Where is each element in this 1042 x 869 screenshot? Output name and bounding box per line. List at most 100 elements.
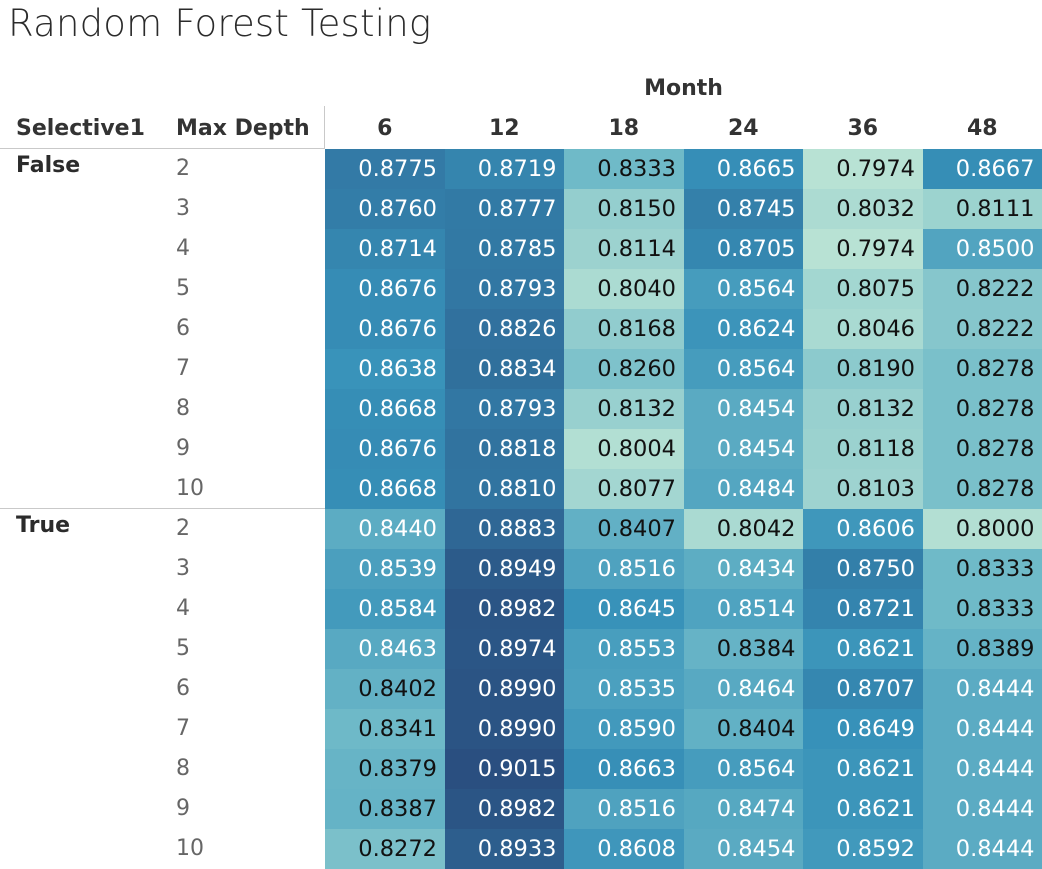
heatmap-cell[interactable]: 0.8608 bbox=[564, 829, 684, 869]
heatmap-cell[interactable]: 0.8434 bbox=[684, 549, 804, 589]
heatmap-cell[interactable]: 0.8624 bbox=[684, 309, 804, 349]
max-depth-column-header[interactable]: Max Depth bbox=[176, 116, 310, 141]
heatmap-cell[interactable]: 0.8111 bbox=[923, 189, 1042, 229]
heatmap-cell[interactable]: 0.8075 bbox=[803, 269, 923, 309]
heatmap-cell[interactable]: 0.8514 bbox=[684, 589, 804, 629]
heatmap-cell[interactable]: 0.8982 bbox=[445, 789, 565, 829]
heatmap-cell[interactable]: 0.8032 bbox=[803, 189, 923, 229]
heatmap-cell[interactable]: 0.8535 bbox=[564, 669, 684, 709]
heatmap-cell[interactable]: 0.8564 bbox=[684, 269, 804, 309]
heatmap-cell[interactable]: 0.8387 bbox=[325, 789, 445, 829]
month-column-header[interactable]: 12 bbox=[445, 116, 565, 141]
heatmap-cell[interactable]: 0.8444 bbox=[923, 749, 1042, 789]
heatmap-cell[interactable]: 0.8474 bbox=[684, 789, 804, 829]
heatmap-cell[interactable]: 0.8760 bbox=[325, 189, 445, 229]
heatmap-cell[interactable]: 0.8705 bbox=[684, 229, 804, 269]
heatmap-cell[interactable]: 0.8444 bbox=[923, 829, 1042, 869]
heatmap-cell[interactable]: 0.8042 bbox=[684, 509, 804, 549]
heatmap-cell[interactable]: 0.8454 bbox=[684, 829, 804, 869]
heatmap-cell[interactable]: 0.8150 bbox=[564, 189, 684, 229]
heatmap-cell[interactable]: 0.8793 bbox=[445, 269, 565, 309]
heatmap-cell[interactable]: 0.8333 bbox=[564, 149, 684, 189]
heatmap-cell[interactable]: 0.8668 bbox=[325, 469, 445, 509]
selective-column-header[interactable]: Selective1 bbox=[16, 116, 145, 141]
heatmap-cell[interactable]: 0.8707 bbox=[803, 669, 923, 709]
heatmap-cell[interactable]: 0.8040 bbox=[564, 269, 684, 309]
heatmap-cell[interactable]: 0.8272 bbox=[325, 829, 445, 869]
heatmap-cell[interactable]: 0.8785 bbox=[445, 229, 565, 269]
heatmap-cell[interactable]: 0.8721 bbox=[803, 589, 923, 629]
heatmap-cell[interactable]: 0.8454 bbox=[684, 429, 804, 469]
heatmap-cell[interactable]: 0.8663 bbox=[564, 749, 684, 789]
heatmap-cell[interactable]: 0.8621 bbox=[803, 629, 923, 669]
heatmap-cell[interactable]: 0.8665 bbox=[684, 149, 804, 189]
heatmap-cell[interactable]: 0.8621 bbox=[803, 789, 923, 829]
heatmap-cell[interactable]: 0.8222 bbox=[923, 309, 1042, 349]
month-column-header[interactable]: 24 bbox=[684, 116, 804, 141]
heatmap-cell[interactable]: 0.8278 bbox=[923, 429, 1042, 469]
heatmap-cell[interactable]: 0.8103 bbox=[803, 469, 923, 509]
heatmap-cell[interactable]: 0.8714 bbox=[325, 229, 445, 269]
heatmap-cell[interactable]: 0.8278 bbox=[923, 349, 1042, 389]
heatmap-cell[interactable]: 0.8539 bbox=[325, 549, 445, 589]
heatmap-cell[interactable]: 0.8077 bbox=[564, 469, 684, 509]
heatmap-cell[interactable]: 0.8990 bbox=[445, 709, 565, 749]
heatmap-cell[interactable]: 0.8810 bbox=[445, 469, 565, 509]
heatmap-cell[interactable]: 0.8564 bbox=[684, 749, 804, 789]
heatmap-cell[interactable]: 0.8168 bbox=[564, 309, 684, 349]
heatmap-cell[interactable]: 0.8668 bbox=[325, 389, 445, 429]
heatmap-cell[interactable]: 0.8444 bbox=[923, 789, 1042, 829]
heatmap-cell[interactable]: 0.8676 bbox=[325, 429, 445, 469]
heatmap-cell[interactable]: 0.8379 bbox=[325, 749, 445, 789]
heatmap-cell[interactable]: 0.8046 bbox=[803, 309, 923, 349]
heatmap-cell[interactable]: 0.9015 bbox=[445, 749, 565, 789]
heatmap-cell[interactable]: 0.8464 bbox=[684, 669, 804, 709]
heatmap-cell[interactable]: 0.8638 bbox=[325, 349, 445, 389]
heatmap-cell[interactable]: 0.7974 bbox=[803, 149, 923, 189]
heatmap-cell[interactable]: 0.8004 bbox=[564, 429, 684, 469]
heatmap-cell[interactable]: 0.8132 bbox=[803, 389, 923, 429]
heatmap-cell[interactable]: 0.8777 bbox=[445, 189, 565, 229]
heatmap-cell[interactable]: 0.8564 bbox=[684, 349, 804, 389]
heatmap-cell[interactable]: 0.8454 bbox=[684, 389, 804, 429]
heatmap-cell[interactable]: 0.8676 bbox=[325, 269, 445, 309]
heatmap-cell[interactable]: 0.8444 bbox=[923, 709, 1042, 749]
heatmap-cell[interactable]: 0.8341 bbox=[325, 709, 445, 749]
heatmap-cell[interactable]: 0.8000 bbox=[923, 509, 1042, 549]
heatmap-cell[interactable]: 0.8883 bbox=[445, 509, 565, 549]
heatmap-cell[interactable]: 0.8933 bbox=[445, 829, 565, 869]
heatmap-cell[interactable]: 0.8444 bbox=[923, 669, 1042, 709]
heatmap-cell[interactable]: 0.8402 bbox=[325, 669, 445, 709]
month-column-header[interactable]: 48 bbox=[923, 116, 1042, 141]
heatmap-cell[interactable]: 0.8222 bbox=[923, 269, 1042, 309]
heatmap-cell[interactable]: 0.8278 bbox=[923, 389, 1042, 429]
heatmap-cell[interactable]: 0.8278 bbox=[923, 469, 1042, 509]
heatmap-cell[interactable]: 0.8384 bbox=[684, 629, 804, 669]
heatmap-cell[interactable]: 0.8463 bbox=[325, 629, 445, 669]
heatmap-cell[interactable]: 0.8440 bbox=[325, 509, 445, 549]
heatmap-cell[interactable]: 0.8553 bbox=[564, 629, 684, 669]
heatmap-cell[interactable]: 0.8333 bbox=[923, 589, 1042, 629]
heatmap-cell[interactable]: 0.8775 bbox=[325, 149, 445, 189]
heatmap-cell[interactable]: 0.8484 bbox=[684, 469, 804, 509]
heatmap-cell[interactable]: 0.8114 bbox=[564, 229, 684, 269]
heatmap-cell[interactable]: 0.8719 bbox=[445, 149, 565, 189]
heatmap-cell[interactable]: 0.8260 bbox=[564, 349, 684, 389]
heatmap-cell[interactable]: 0.8404 bbox=[684, 709, 804, 749]
heatmap-cell[interactable]: 0.8826 bbox=[445, 309, 565, 349]
month-column-header[interactable]: 36 bbox=[803, 116, 923, 141]
heatmap-cell[interactable]: 0.8584 bbox=[325, 589, 445, 629]
heatmap-cell[interactable]: 0.8745 bbox=[684, 189, 804, 229]
heatmap-cell[interactable]: 0.8667 bbox=[923, 149, 1042, 189]
heatmap-cell[interactable]: 0.8118 bbox=[803, 429, 923, 469]
heatmap-cell[interactable]: 0.8621 bbox=[803, 749, 923, 789]
heatmap-cell[interactable]: 0.8649 bbox=[803, 709, 923, 749]
heatmap-cell[interactable]: 0.8592 bbox=[803, 829, 923, 869]
heatmap-cell[interactable]: 0.8500 bbox=[923, 229, 1042, 269]
heatmap-cell[interactable]: 0.8645 bbox=[564, 589, 684, 629]
heatmap-cell[interactable]: 0.7974 bbox=[803, 229, 923, 269]
heatmap-cell[interactable]: 0.8834 bbox=[445, 349, 565, 389]
month-column-header[interactable]: 6 bbox=[325, 116, 445, 141]
heatmap-cell[interactable]: 0.8818 bbox=[445, 429, 565, 469]
heatmap-cell[interactable]: 0.8590 bbox=[564, 709, 684, 749]
